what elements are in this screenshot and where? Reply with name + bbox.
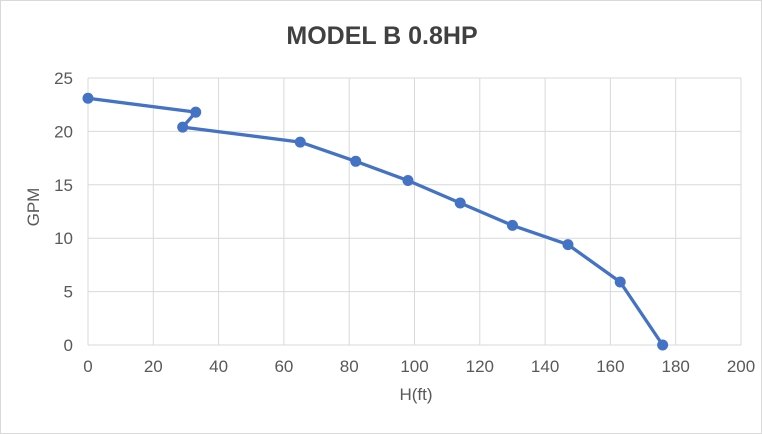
x-tick-label: 60 bbox=[274, 357, 293, 376]
data-point-marker bbox=[454, 197, 466, 209]
data-point-marker bbox=[294, 136, 306, 148]
axis-tick-labels: 0 20 40 60 80 100 120 140 160 180 200 0 5 10 15 20 25 bbox=[54, 69, 755, 376]
data-point-marker bbox=[82, 92, 94, 104]
y-tick-label: 25 bbox=[54, 69, 73, 88]
curve-line bbox=[86, 96, 665, 347]
data-point-marker bbox=[177, 121, 189, 133]
data-point-marker bbox=[614, 276, 626, 288]
y-tick-label: 5 bbox=[64, 283, 73, 302]
data-point-marker bbox=[402, 175, 414, 187]
data-series bbox=[82, 92, 669, 351]
y-tick-label: 10 bbox=[54, 229, 73, 248]
x-tick-label: 20 bbox=[144, 357, 163, 376]
x-tick-label: 140 bbox=[531, 357, 559, 376]
x-tick-label: 160 bbox=[596, 357, 624, 376]
x-tick-label: 80 bbox=[340, 357, 359, 376]
data-point-marker bbox=[506, 219, 518, 231]
gridlines bbox=[87, 77, 742, 346]
x-tick-label: 40 bbox=[209, 357, 228, 376]
x-tick-label: 200 bbox=[727, 357, 755, 376]
y-axis-title: GPM bbox=[24, 188, 43, 227]
x-tick-label: 180 bbox=[662, 357, 690, 376]
data-point-marker bbox=[657, 339, 669, 351]
data-point-marker bbox=[350, 155, 362, 167]
chart-title: MODEL B 0.8HP bbox=[286, 22, 478, 50]
x-tick-label: 120 bbox=[466, 357, 494, 376]
y-tick-label: 20 bbox=[54, 122, 73, 141]
data-point-marker bbox=[190, 106, 202, 118]
x-tick-label: 0 bbox=[83, 357, 92, 376]
y-tick-label: 0 bbox=[64, 336, 73, 355]
x-tick-label: 100 bbox=[400, 357, 428, 376]
data-point-marker bbox=[562, 239, 574, 251]
x-axis-title: H(ft) bbox=[399, 385, 432, 404]
y-tick-label: 15 bbox=[54, 176, 73, 195]
